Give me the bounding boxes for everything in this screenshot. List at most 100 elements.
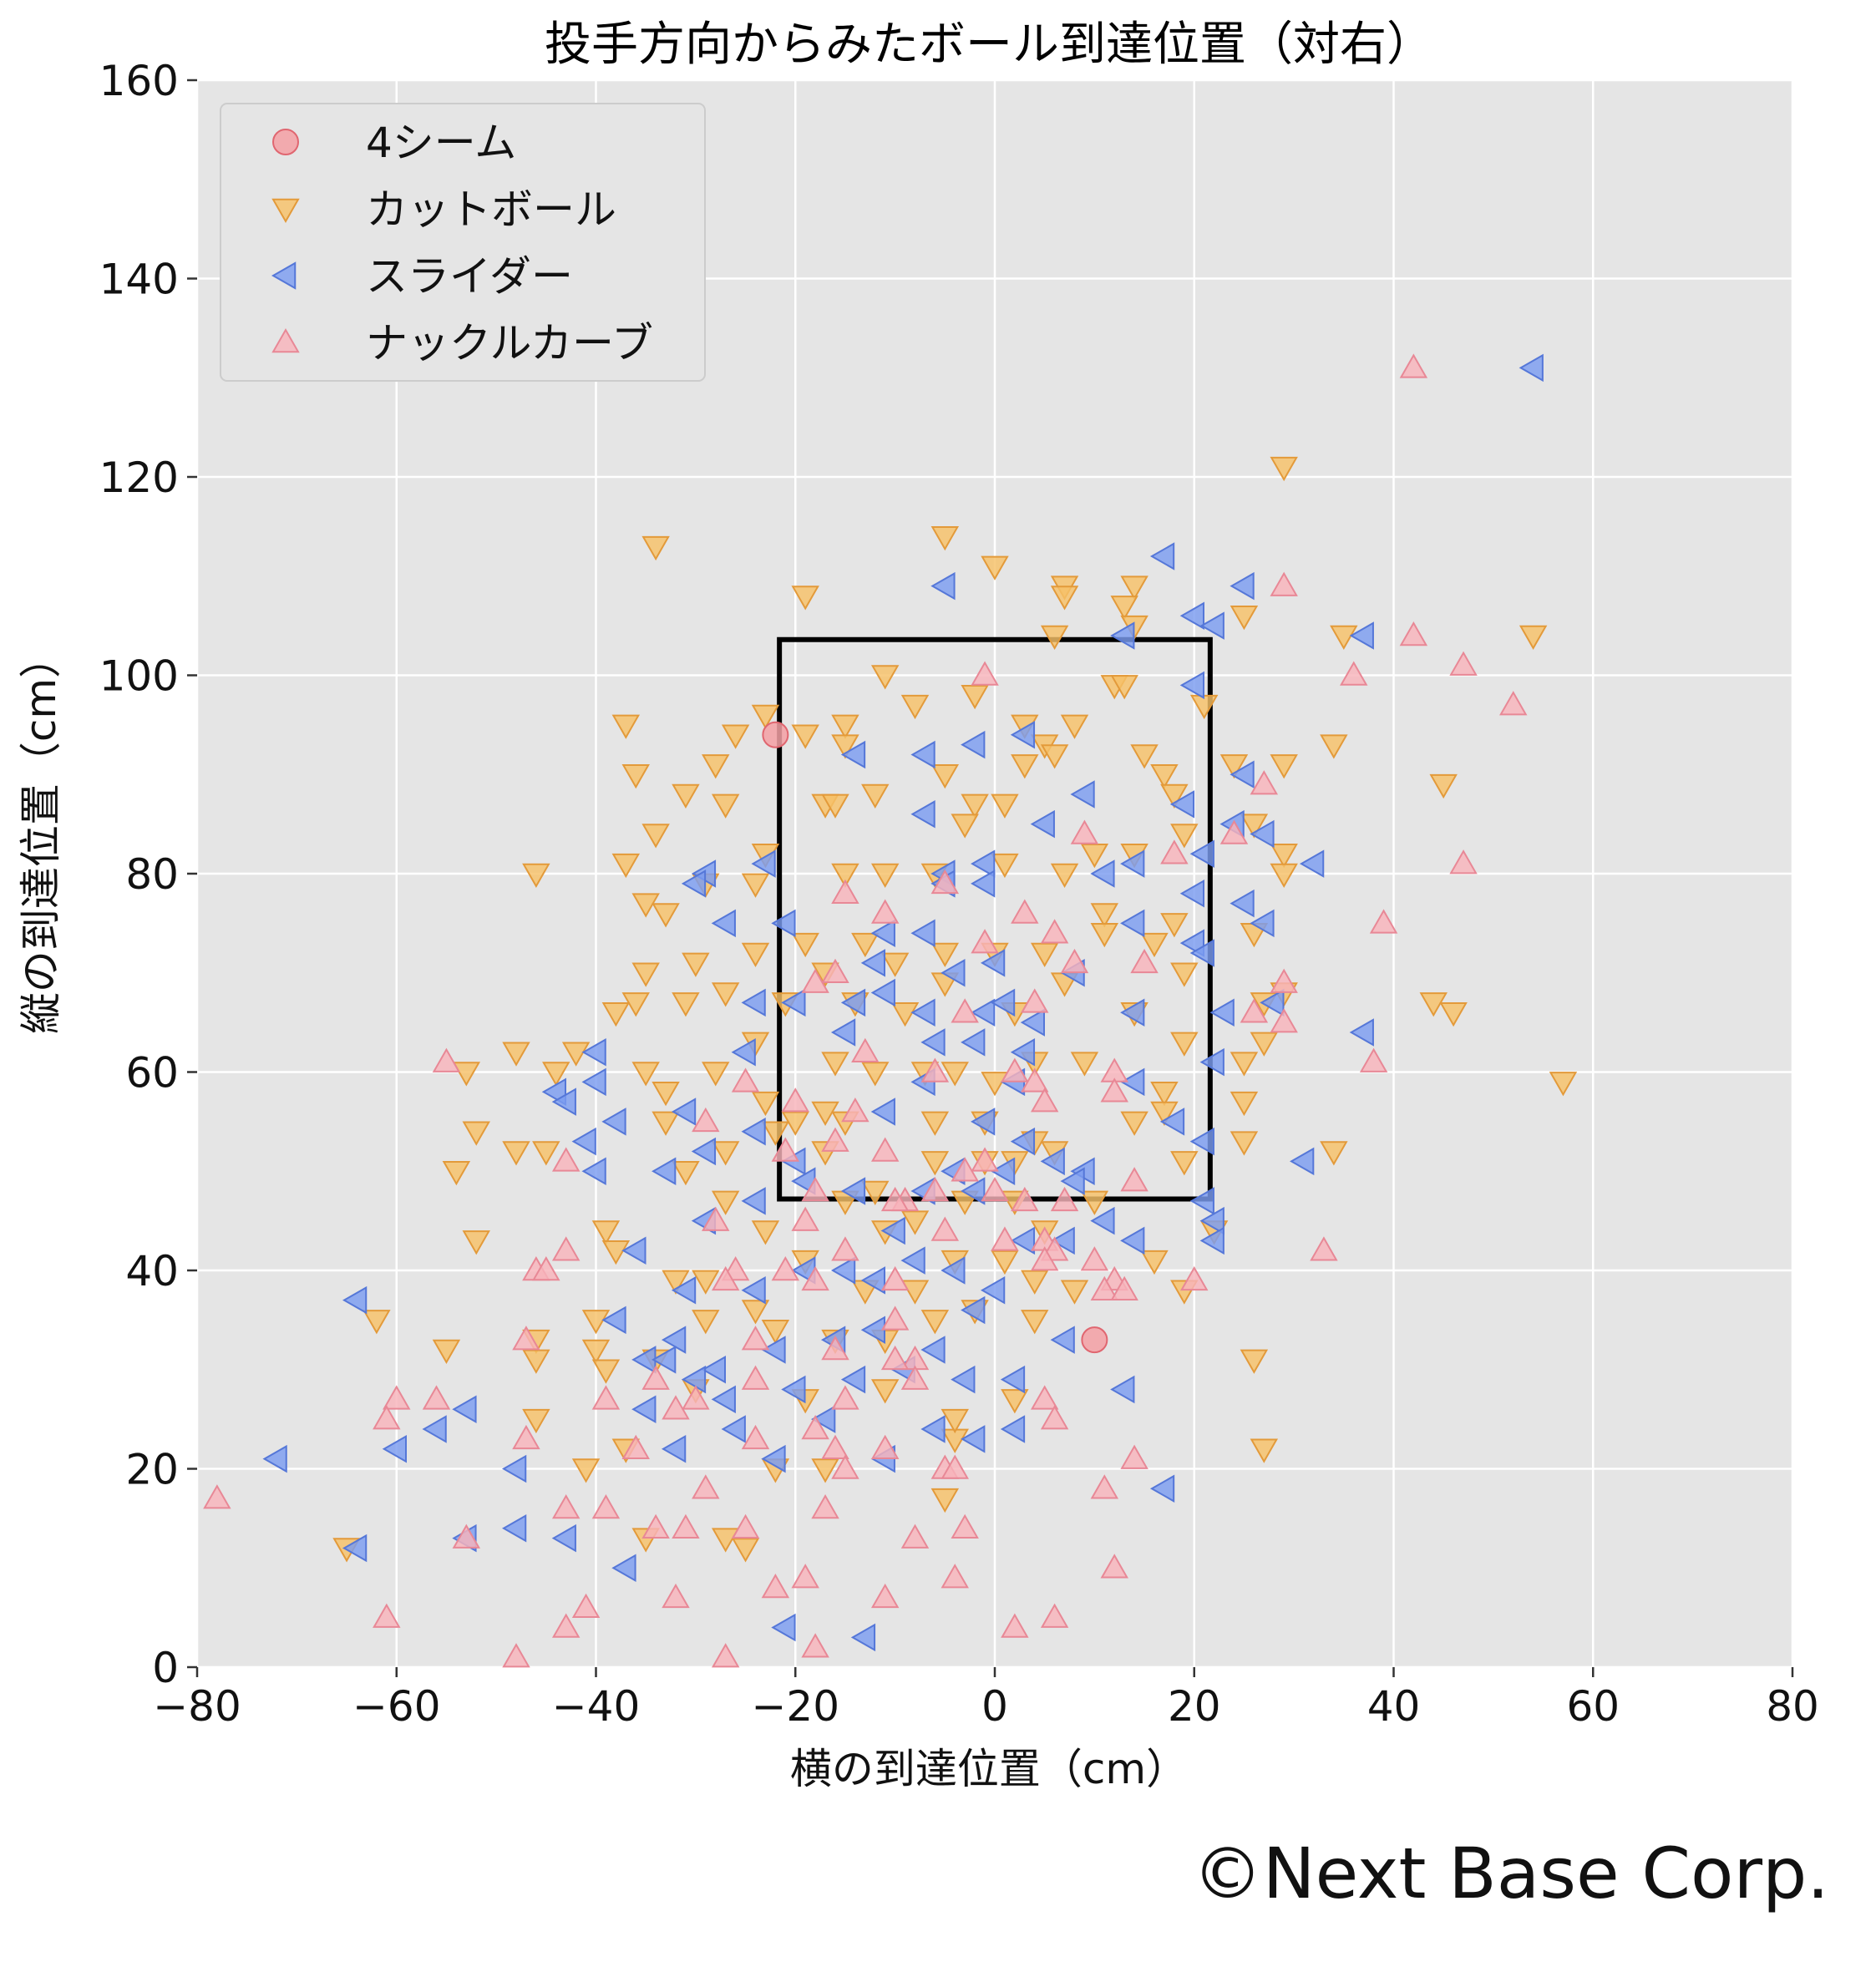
data-point: [1120, 1067, 1145, 1097]
data-point: [702, 1206, 730, 1231]
data-point: [951, 1365, 976, 1394]
data-point: [930, 1216, 960, 1241]
data-point: [961, 730, 986, 759]
data-point: [1179, 601, 1204, 630]
x-tick-label: 60: [1566, 1682, 1620, 1731]
data-point: [1040, 919, 1069, 944]
data-point: [1100, 1554, 1128, 1579]
data-point: [811, 1101, 839, 1127]
data-point: [870, 1434, 900, 1459]
data-point: [652, 903, 680, 928]
data-point: [551, 1087, 576, 1116]
data-point: [781, 1111, 809, 1136]
data-point: [1170, 962, 1199, 987]
data-point: [980, 1276, 1006, 1305]
data-point: [671, 1276, 697, 1305]
data-point: [1419, 992, 1448, 1017]
data-point: [761, 1121, 790, 1146]
y-tick-label: 120: [99, 454, 179, 502]
x-axis-label: 横の到達位置（cm）: [790, 1745, 1188, 1793]
data-point: [830, 1256, 856, 1285]
data-point: [561, 1042, 591, 1067]
data-point: [821, 958, 849, 983]
data-point: [641, 1513, 670, 1539]
data-point: [920, 1028, 946, 1057]
data-point: [711, 1141, 740, 1166]
data-point: [1020, 1008, 1045, 1037]
data-point: [452, 1062, 481, 1087]
data-point: [382, 1435, 407, 1463]
y-tick-label: 40: [125, 1247, 179, 1295]
data-point: [452, 1523, 481, 1549]
data-point: [910, 800, 935, 829]
data-point: [551, 1613, 581, 1638]
data-point: [1030, 1246, 1059, 1271]
data-point: [1040, 1405, 1069, 1430]
data-point: [711, 1643, 740, 1668]
data-point: [522, 863, 550, 889]
data-point: [851, 1037, 880, 1062]
data-point: [1050, 863, 1079, 889]
data-point: [532, 1141, 560, 1166]
data-point: [1010, 721, 1036, 749]
data-point: [1090, 923, 1119, 948]
data-point: [961, 685, 989, 710]
data-point: [951, 998, 979, 1023]
data-point: [731, 1067, 760, 1093]
data-point: [870, 665, 900, 690]
data-point: [1021, 1270, 1049, 1295]
data-point: [971, 849, 996, 878]
data-point: [1230, 889, 1255, 918]
data-point: [1230, 1131, 1259, 1156]
data-point: [1199, 1226, 1224, 1255]
data-point: [751, 849, 776, 878]
data-point: [1110, 675, 1138, 700]
data-point: [941, 1564, 969, 1589]
x-tick-label: −80: [153, 1682, 241, 1731]
data-point: [711, 1528, 740, 1553]
data-point: [621, 1236, 646, 1265]
data-point: [641, 824, 670, 849]
data-point: [692, 1310, 720, 1335]
data-point: [681, 869, 707, 898]
data-point: [1299, 849, 1325, 878]
data-point: [1090, 903, 1119, 928]
data-point: [342, 1534, 368, 1563]
data-point: [691, 1137, 717, 1166]
data-point: [1130, 744, 1159, 769]
data-point: [1270, 1008, 1298, 1033]
data-point: [741, 1365, 770, 1390]
data-point: [840, 1365, 866, 1394]
data-point: [462, 1230, 490, 1255]
data-point: [880, 1305, 910, 1331]
y-tick-label: 100: [99, 652, 179, 701]
data-point: [791, 1206, 819, 1231]
data-point: [831, 714, 859, 739]
data-point: [980, 949, 1006, 977]
data-point: [1240, 1349, 1269, 1374]
legend-label: スライダー: [366, 252, 573, 301]
data-point: [631, 1395, 657, 1423]
data-point: [920, 1310, 950, 1335]
data-point: [961, 1177, 986, 1205]
data-point: [870, 863, 900, 889]
data-point: [1120, 849, 1145, 878]
data-point: [501, 1514, 527, 1543]
data-point: [551, 1523, 576, 1553]
data-point: [1219, 819, 1249, 844]
data-point: [861, 1062, 890, 1087]
data-point: [870, 899, 900, 924]
data-point: [652, 1157, 677, 1185]
data-point: [1060, 1167, 1085, 1195]
x-tick-label: −40: [552, 1682, 641, 1731]
data-point: [711, 1265, 740, 1291]
data-point: [631, 1062, 660, 1087]
data-point: [971, 1147, 999, 1172]
data-point: [662, 1583, 690, 1609]
data-point: [951, 1157, 979, 1182]
data-point: [581, 1038, 606, 1067]
data-point: [1010, 1038, 1036, 1067]
data-point: [971, 998, 996, 1027]
data-point: [851, 932, 880, 958]
data-point: [1499, 691, 1528, 716]
